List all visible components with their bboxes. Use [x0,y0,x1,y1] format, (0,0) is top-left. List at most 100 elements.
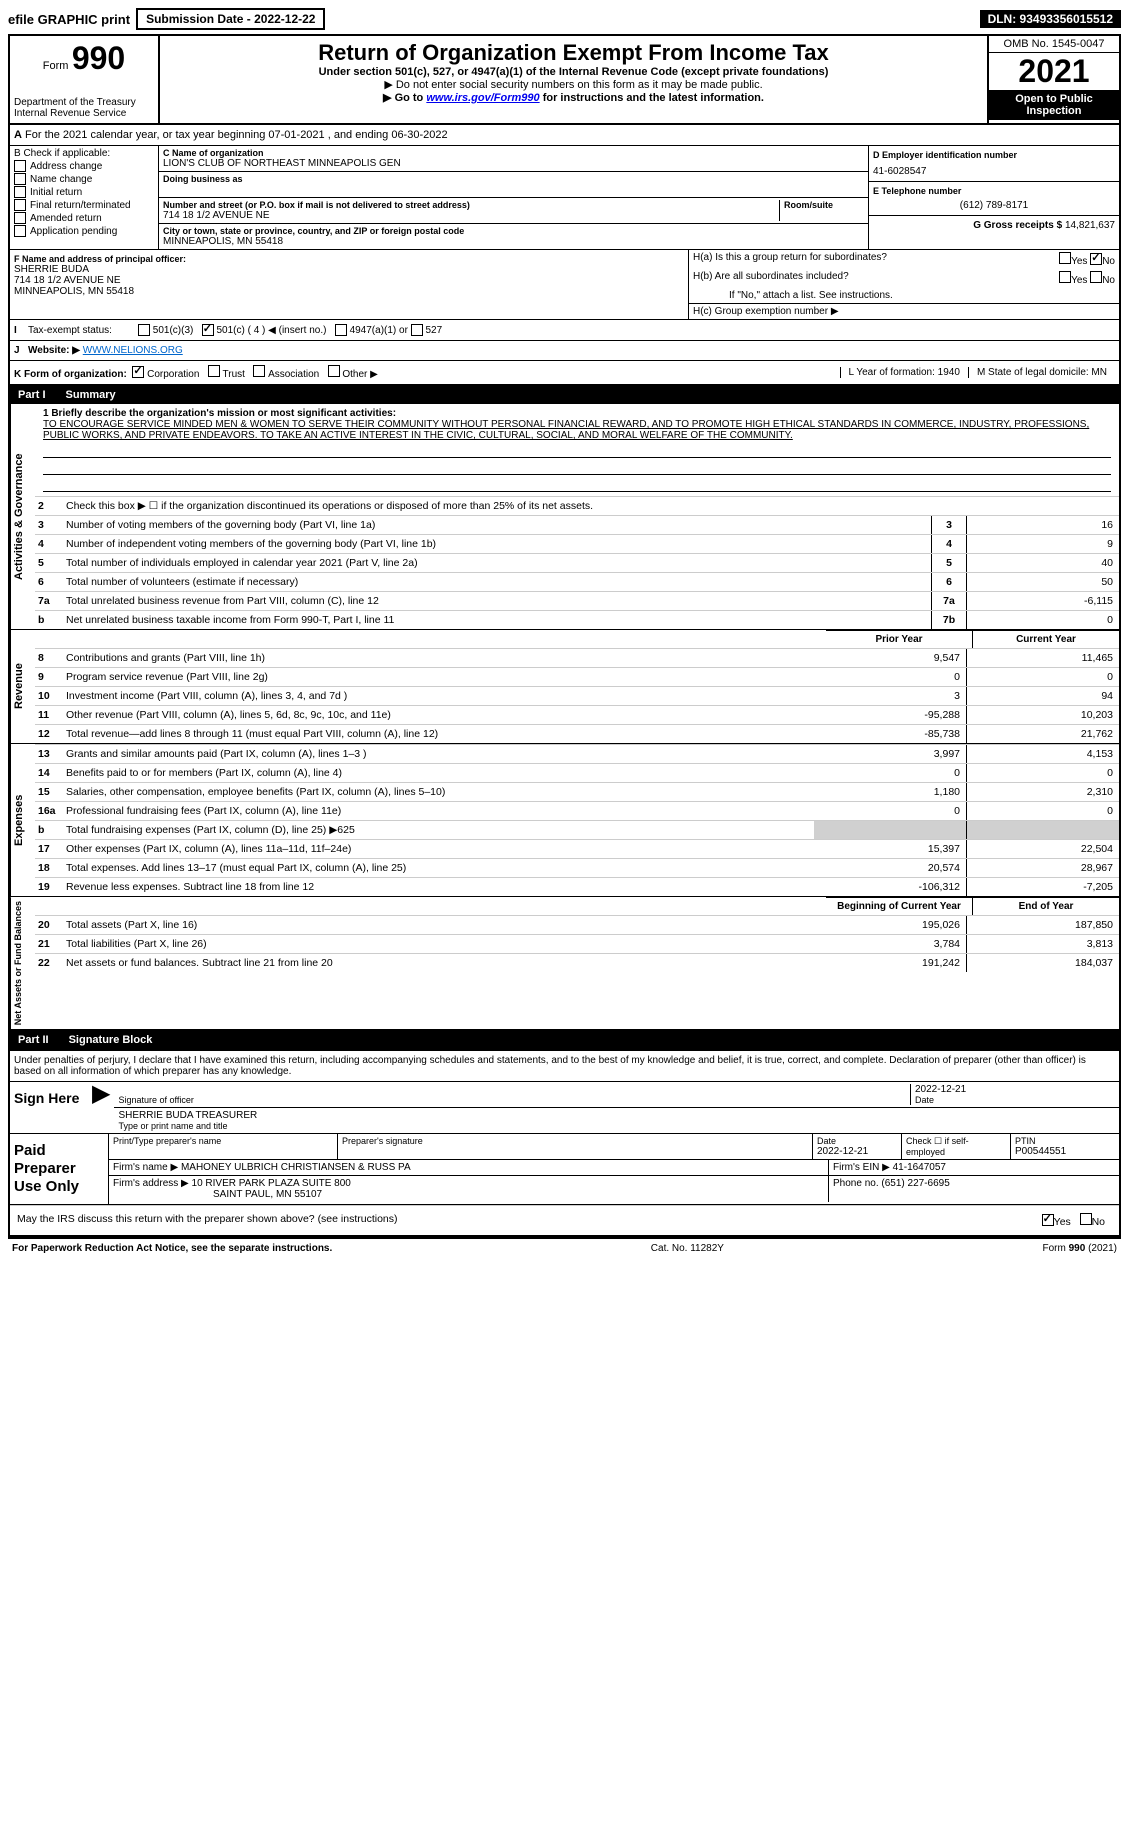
b-right-column: D Employer identification number 41-6028… [868,146,1119,249]
prior-val: -95,288 [814,706,967,724]
current-val: 11,465 [967,649,1119,667]
line-text: Number of voting members of the governin… [63,516,931,534]
checkbox-icon[interactable] [411,324,423,336]
line-box: 4 [931,535,967,553]
sign-here-label: Sign Here [10,1082,88,1133]
checkbox-icon[interactable] [1080,1213,1092,1225]
i-label: I [14,325,28,336]
form-prefix: Form [43,60,69,72]
checkbox-icon[interactable] [14,199,26,211]
checkbox-icon[interactable] [132,366,144,378]
row-i: I Tax-exempt status: 501(c)(3) 501(c) ( … [10,320,1119,341]
checkbox-icon[interactable] [253,365,265,377]
part2-title: Signature Block [69,1034,153,1046]
e-phone-row: E Telephone number (612) 789-8171 [869,182,1119,216]
row-k: K Form of organization: Corporation Trus… [10,361,1119,386]
checkbox-icon[interactable] [14,186,26,198]
table-row: 3 Number of voting members of the govern… [35,515,1119,534]
part1-label: Part I [18,389,46,401]
line-num: 20 [35,916,63,934]
check-initial: Initial return [14,186,154,198]
d-ein-row: D Employer identification number 41-6028… [869,146,1119,182]
sign-here-row: Sign Here ▶ Signature of officer 2022-12… [10,1081,1119,1133]
vlabel-expenses: Expenses [10,744,35,896]
checkbox-icon[interactable] [1090,253,1102,265]
ptin-label: PTIN [1015,1136,1115,1146]
prior-val: 1,180 [814,783,967,801]
footer: For Paperwork Reduction Act Notice, see … [8,1239,1121,1258]
vlabel-revenue: Revenue [10,630,35,743]
self-employed: Check ☐ if self-employed [902,1134,1011,1159]
line-num: 19 [35,878,63,896]
title-cell: Return of Organization Exempt From Incom… [160,36,987,123]
checkbox-icon[interactable] [1042,1214,1054,1226]
current-val: 94 [967,687,1119,705]
current-val: -7,205 [967,878,1119,896]
current-val: 3,813 [967,935,1119,953]
hc-row: H(c) Group exemption number ▶ [689,303,1119,319]
e-label: E Telephone number [873,186,1115,196]
line-num: b [35,821,63,839]
city: MINNEAPOLIS, MN 55418 [163,236,864,247]
checkbox-icon[interactable] [14,212,26,224]
current-val: 21,762 [967,725,1119,743]
line-val: 16 [967,516,1119,534]
line-num: 17 [35,840,63,858]
table-row: 11 Other revenue (Part VIII, column (A),… [35,705,1119,724]
officer-typed-name: SHERRIE BUDA TREASURER [118,1110,257,1121]
checkbox-icon[interactable] [202,324,214,336]
date-label: Date [915,1095,1115,1105]
checkbox-icon[interactable] [335,324,347,336]
line-text: Total expenses. Add lines 13–17 (must eq… [63,859,814,877]
current-val: 187,850 [967,916,1119,934]
line-text: Total revenue—add lines 8 through 11 (mu… [63,725,814,743]
table-row: 8 Contributions and grants (Part VIII, l… [35,648,1119,667]
b-label: B Check if applicable: [14,148,154,159]
omb-cell: OMB No. 1545-0047 2021 Open to Public In… [987,36,1119,123]
prior-val: 15,397 [814,840,967,858]
irs-link[interactable]: www.irs.gov/Form990 [426,92,539,104]
c-label: C Name of organization [163,148,864,158]
room-label: Room/suite [784,200,864,210]
firm-addr2: SAINT PAUL, MN 55107 [113,1189,824,1200]
officer-name-row: SHERRIE BUDA TREASURER Type or print nam… [114,1108,1119,1133]
paid-preparer-section: Paid Preparer Use Only Print/Type prepar… [10,1133,1119,1205]
k-label: K Form of organization: [14,369,127,380]
check-amended: Amended return [14,212,154,224]
current-val [967,821,1119,839]
checkbox-icon[interactable] [208,365,220,377]
current-val: 28,967 [967,859,1119,877]
officer-addr2: MINNEAPOLIS, MN 55418 [14,286,684,297]
checkbox-icon[interactable] [328,365,340,377]
checkbox-icon[interactable] [14,173,26,185]
checkbox-icon[interactable] [1059,271,1071,283]
line-text: Other expenses (Part IX, column (A), lin… [63,840,814,858]
checkbox-icon[interactable] [14,225,26,237]
checkbox-icon[interactable] [138,324,150,336]
prior-val: 0 [814,802,967,820]
q1-label: 1 Briefly describe the organization's mi… [43,408,1111,419]
line-num: 4 [35,535,63,553]
line-text: Benefits paid to or for members (Part IX… [63,764,814,782]
check-address: Address change [14,160,154,172]
line-text: Revenue less expenses. Subtract line 18 … [63,878,814,896]
paid-row-2: Firm's name ▶ MAHONEY ULBRICH CHRISTIANS… [109,1160,1119,1176]
b-checkboxes: B Check if applicable: Address change Na… [10,146,159,249]
hb-row: H(b) Are all subordinates included? Yes … [689,269,1119,288]
prep-phone: (651) 227-6695 [881,1178,949,1189]
revenue-section: Revenue Prior Year Current Year 8 Contri… [10,630,1119,744]
table-row: 5 Total number of individuals employed i… [35,553,1119,572]
subtitle: Under section 501(c), 527, or 4947(a)(1)… [164,66,983,78]
ein: 41-6028547 [873,160,1115,177]
checkbox-icon[interactable] [1090,271,1102,283]
checkbox-icon[interactable] [1059,252,1071,264]
line-text: Contributions and grants (Part VIII, lin… [63,649,814,667]
dba-row: Doing business as [159,172,868,198]
line-box: 7b [931,611,967,629]
website-link[interactable]: WWW.NELIONS.ORG [83,345,183,356]
g-label: G Gross receipts $ [973,220,1062,231]
col-prior: Prior Year [826,630,973,648]
part1-header: Part I Summary [10,386,1119,404]
f-officer: F Name and address of principal officer:… [10,250,688,319]
checkbox-icon[interactable] [14,160,26,172]
